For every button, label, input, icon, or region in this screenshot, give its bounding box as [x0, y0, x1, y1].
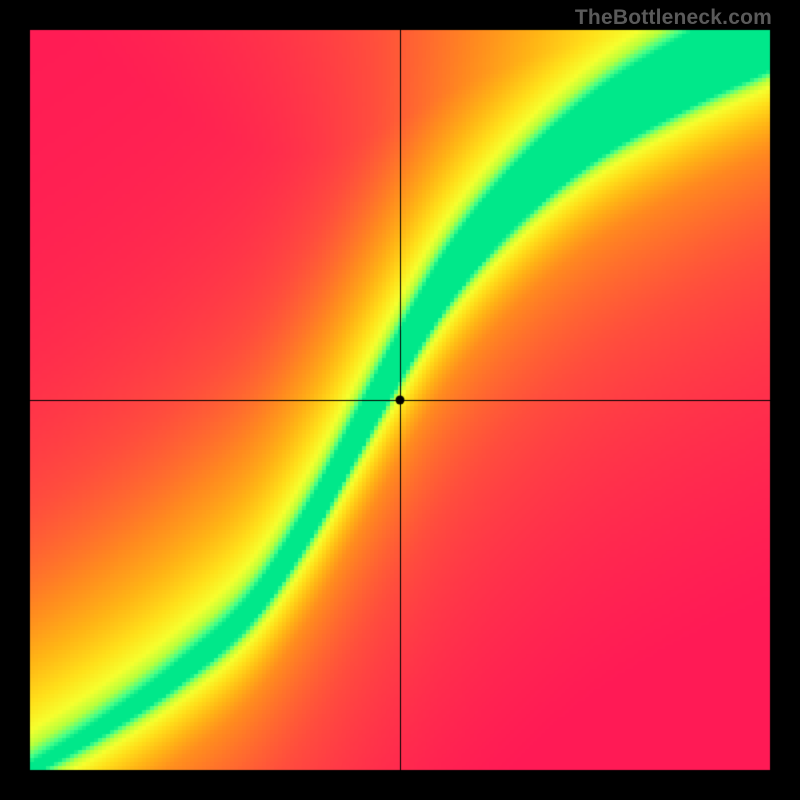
- chart-container: TheBottleneck.com: [0, 0, 800, 800]
- heatmap-canvas: [0, 0, 800, 800]
- watermark-text: TheBottleneck.com: [575, 6, 772, 30]
